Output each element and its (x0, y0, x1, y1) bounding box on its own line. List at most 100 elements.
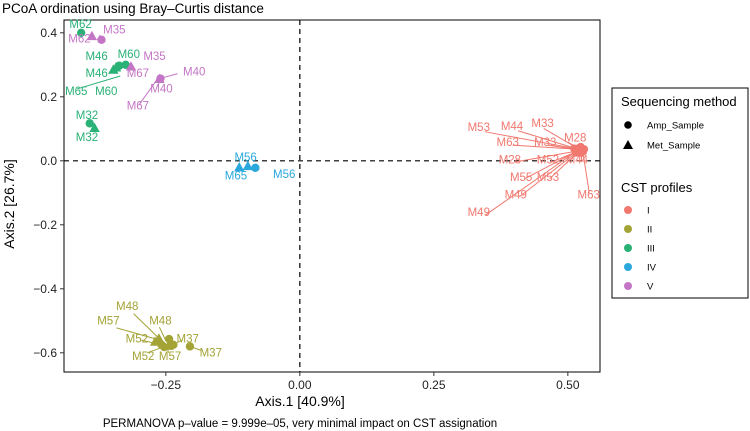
point-label: M32 (76, 110, 98, 122)
label-connector (158, 326, 167, 341)
point-label: M62 (69, 19, 91, 31)
data-point-circle (115, 61, 124, 70)
point-label: M56 (234, 152, 256, 164)
point-label: M52 (132, 351, 154, 363)
point-label: M28 (499, 155, 521, 167)
point-label: M44 (566, 155, 589, 167)
caption: PERMANOVA p–value = 9.999e–05, very mini… (103, 418, 497, 430)
label-connector (116, 327, 160, 341)
legend-color-dot (624, 244, 632, 252)
label-connector (524, 151, 577, 180)
data-point-circle (164, 334, 174, 344)
point-label: M49 (468, 207, 490, 219)
x-tick-label: 0.50 (556, 378, 580, 392)
x-tick-label: −0.25 (151, 378, 182, 392)
y-tick-label: −0.4 (33, 282, 57, 296)
point-label: M52 (126, 334, 148, 346)
point-label: M33 (531, 118, 553, 130)
label-connector (519, 152, 577, 198)
label-connector (485, 151, 577, 216)
legend-entry-label: Amp_Sample (647, 121, 704, 132)
point-label: M57 (159, 351, 181, 363)
x-tick-label: 0.00 (288, 378, 312, 392)
data-point-triangle (234, 162, 245, 172)
label-connector (514, 150, 576, 163)
data-point-circle (76, 28, 86, 37)
data-point-circle (85, 119, 94, 128)
legend-circle-icon (624, 121, 632, 129)
data-point-circle (169, 340, 178, 349)
point-label: M62 (68, 33, 90, 45)
point-label: M56 (273, 169, 295, 181)
label-connector (484, 131, 578, 150)
x-axis-label: Axis.1 [40.9%] (255, 393, 345, 409)
data-point-triangle (125, 61, 137, 71)
point-label: M37 (177, 334, 199, 346)
legend-color-dot (624, 282, 632, 290)
data-point-triangle (89, 122, 100, 132)
legend-entry-label: II (647, 225, 652, 236)
label-connector (77, 75, 121, 90)
legend-color-dot (624, 263, 632, 271)
y-tick-label: −0.6 (33, 346, 57, 360)
point-label: M65 (65, 86, 87, 98)
data-point-triangle (242, 160, 254, 171)
point-label: M28 (564, 132, 586, 144)
legend-triangle-icon (623, 140, 633, 149)
label-connector (549, 151, 579, 180)
chart-title: PCoA ordination using Bray–Curtis distan… (2, 1, 264, 16)
point-label: M55 (510, 172, 532, 184)
point-label: M32 (76, 132, 98, 144)
y-tick-label: −0.2 (33, 218, 57, 232)
legend-color-dot (624, 206, 632, 214)
point-label: M67 (127, 68, 149, 80)
plot-area: −0.25 0.00 0.25 0.50 0.4 0.2 0.0 −0.2 −0.4 −0.6 M6… (33, 19, 601, 392)
y-tick-label: 0.4 (40, 26, 57, 40)
legend: Sequencing method Amp_Sample Met_Sample CST… (611, 87, 749, 299)
point-label: M53 (537, 172, 559, 184)
point-label: M63 (497, 137, 519, 149)
data-point-circle (97, 35, 106, 45)
plot-frame (63, 19, 601, 373)
data-point-triangle (571, 145, 582, 155)
point-label: M40 (150, 84, 172, 96)
point-label: M60 (95, 86, 117, 98)
data-point-triangle (149, 336, 161, 346)
data-point-circle (251, 163, 260, 173)
point-label: M35 (103, 24, 125, 36)
legend-entry-label: Met_Sample (647, 141, 700, 152)
point-label: M60 (118, 49, 140, 61)
point-label: M46 (85, 51, 107, 63)
data-point-triangle (86, 30, 98, 41)
label-connector (512, 144, 578, 150)
label-connector (133, 313, 160, 340)
point-label: M40 (183, 67, 205, 79)
point-label: M53 (468, 122, 490, 134)
legend-entry-label: I (647, 206, 650, 217)
legend-color-dot (624, 225, 632, 233)
legend-title-sequencing: Sequencing method (621, 94, 737, 109)
point-label: M48 (149, 316, 171, 328)
legend-entry-label: V (647, 282, 654, 293)
x-tick-label: 0.25 (422, 378, 446, 392)
point-label: M65 (225, 170, 247, 182)
point-label: M52 (537, 155, 559, 167)
legend-entry-label: IV (647, 263, 657, 274)
data-point-circle (121, 60, 130, 69)
point-label: M67 (127, 101, 149, 113)
data-point-triangle (108, 64, 119, 74)
point-label: M63 (577, 190, 599, 202)
data-point-circle (579, 145, 589, 154)
point-label: M57 (97, 316, 119, 328)
legend-box (611, 87, 749, 299)
label-connector (517, 130, 578, 150)
data-point-circle (185, 342, 195, 351)
y-tick-label: 0.0 (40, 154, 57, 168)
y-tick-label: 0.2 (40, 90, 57, 104)
point-label: M44 (501, 121, 524, 133)
point-label: M46 (85, 68, 107, 80)
point-label: M35 (143, 51, 165, 63)
point-label: M49 (505, 190, 527, 202)
point-label: M37 (200, 348, 222, 360)
